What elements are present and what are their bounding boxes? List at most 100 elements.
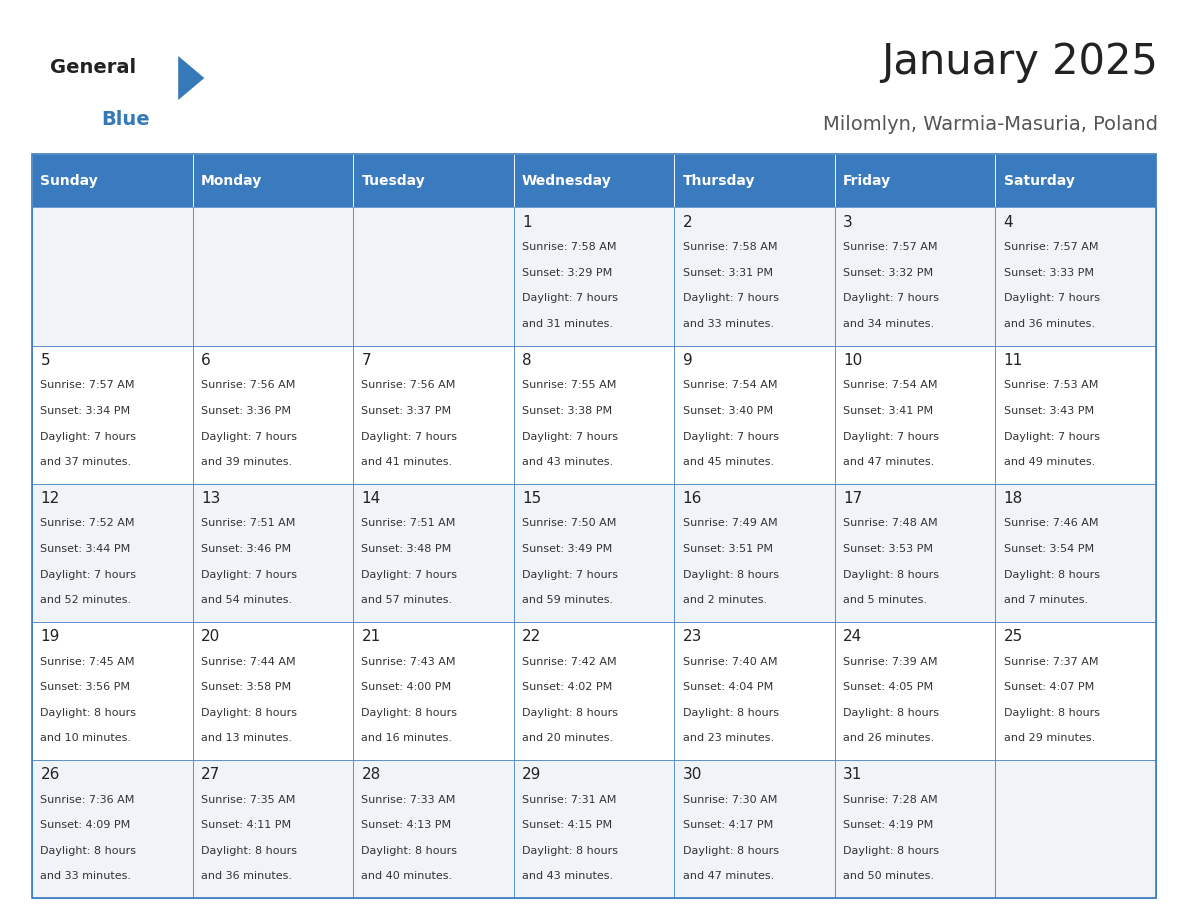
Text: and 16 minutes.: and 16 minutes. [361, 733, 453, 744]
Text: Sunrise: 7:45 AM: Sunrise: 7:45 AM [40, 656, 135, 666]
Text: 31: 31 [843, 767, 862, 782]
Text: 20: 20 [201, 629, 220, 644]
Text: Daylight: 7 hours: Daylight: 7 hours [1004, 431, 1100, 442]
Text: 9: 9 [683, 353, 693, 368]
Text: and 26 minutes.: and 26 minutes. [843, 733, 934, 744]
Text: Sunrise: 7:53 AM: Sunrise: 7:53 AM [1004, 380, 1098, 390]
Text: and 59 minutes.: and 59 minutes. [522, 595, 613, 605]
Text: 28: 28 [361, 767, 380, 782]
Text: Sunrise: 7:58 AM: Sunrise: 7:58 AM [683, 242, 777, 252]
Text: Sunrise: 7:57 AM: Sunrise: 7:57 AM [40, 380, 135, 390]
Text: Daylight: 7 hours: Daylight: 7 hours [1004, 294, 1100, 304]
Text: Sunrise: 7:51 AM: Sunrise: 7:51 AM [201, 519, 296, 529]
Bar [353, 484, 513, 621]
Text: 17: 17 [843, 491, 862, 506]
Bar [32, 207, 192, 345]
Text: 24: 24 [843, 629, 862, 644]
Text: Sunrise: 7:56 AM: Sunrise: 7:56 AM [361, 380, 456, 390]
Text: Blue: Blue [101, 110, 150, 129]
Text: Sunrise: 7:46 AM: Sunrise: 7:46 AM [1004, 519, 1098, 529]
Text: Sunrise: 7:58 AM: Sunrise: 7:58 AM [522, 242, 617, 252]
Text: January 2025: January 2025 [881, 41, 1158, 84]
Text: Thursday: Thursday [683, 174, 756, 188]
Bar [996, 154, 1156, 207]
Bar [353, 207, 513, 345]
Text: Saturday: Saturday [1004, 174, 1075, 188]
Text: 12: 12 [40, 491, 59, 506]
Bar [835, 621, 996, 760]
Text: Daylight: 8 hours: Daylight: 8 hours [40, 845, 137, 856]
Text: Daylight: 7 hours: Daylight: 7 hours [522, 431, 618, 442]
Text: Sunrise: 7:57 AM: Sunrise: 7:57 AM [1004, 242, 1098, 252]
Text: Sunset: 3:38 PM: Sunset: 3:38 PM [522, 406, 612, 416]
Text: Sunrise: 7:31 AM: Sunrise: 7:31 AM [522, 795, 617, 804]
Text: and 2 minutes.: and 2 minutes. [683, 595, 766, 605]
Text: 18: 18 [1004, 491, 1023, 506]
Text: and 40 minutes.: and 40 minutes. [361, 871, 453, 881]
Text: and 34 minutes.: and 34 minutes. [843, 319, 934, 329]
Text: Sunrise: 7:57 AM: Sunrise: 7:57 AM [843, 242, 937, 252]
Text: 11: 11 [1004, 353, 1023, 368]
Text: Sunset: 4:05 PM: Sunset: 4:05 PM [843, 682, 934, 692]
Text: and 47 minutes.: and 47 minutes. [843, 457, 935, 467]
Text: 23: 23 [683, 629, 702, 644]
Text: Sunrise: 7:36 AM: Sunrise: 7:36 AM [40, 795, 134, 804]
Text: Daylight: 7 hours: Daylight: 7 hours [40, 569, 137, 579]
Bar [353, 154, 513, 207]
Text: Daylight: 8 hours: Daylight: 8 hours [522, 708, 618, 718]
Text: Sunset: 3:44 PM: Sunset: 3:44 PM [40, 544, 131, 554]
Text: Sunset: 3:33 PM: Sunset: 3:33 PM [1004, 268, 1094, 278]
Bar [675, 484, 835, 621]
Text: Tuesday: Tuesday [361, 174, 425, 188]
Text: Daylight: 7 hours: Daylight: 7 hours [201, 431, 297, 442]
Bar [996, 760, 1156, 898]
Text: Daylight: 8 hours: Daylight: 8 hours [1004, 569, 1100, 579]
Text: and 10 minutes.: and 10 minutes. [40, 733, 132, 744]
Text: Sunset: 3:41 PM: Sunset: 3:41 PM [843, 406, 934, 416]
Bar [996, 207, 1156, 345]
Bar [675, 621, 835, 760]
Text: Sunrise: 7:44 AM: Sunrise: 7:44 AM [201, 656, 296, 666]
Text: 3: 3 [843, 215, 853, 230]
Text: and 36 minutes.: and 36 minutes. [1004, 319, 1094, 329]
Text: Sunrise: 7:56 AM: Sunrise: 7:56 AM [201, 380, 296, 390]
Text: 15: 15 [522, 491, 542, 506]
Text: and 13 minutes.: and 13 minutes. [201, 733, 292, 744]
Text: Sunset: 4:09 PM: Sunset: 4:09 PM [40, 820, 131, 830]
Text: 29: 29 [522, 767, 542, 782]
Text: and 20 minutes.: and 20 minutes. [522, 733, 613, 744]
Text: Daylight: 7 hours: Daylight: 7 hours [522, 569, 618, 579]
Text: Sunrise: 7:42 AM: Sunrise: 7:42 AM [522, 656, 617, 666]
Bar [675, 345, 835, 484]
Text: Sunset: 3:43 PM: Sunset: 3:43 PM [1004, 406, 1094, 416]
Text: Daylight: 7 hours: Daylight: 7 hours [361, 431, 457, 442]
Text: Sunrise: 7:40 AM: Sunrise: 7:40 AM [683, 656, 777, 666]
Text: Sunset: 3:37 PM: Sunset: 3:37 PM [361, 406, 451, 416]
Bar [996, 484, 1156, 621]
Text: 26: 26 [40, 767, 59, 782]
Text: 5: 5 [40, 353, 50, 368]
Text: Sunset: 3:58 PM: Sunset: 3:58 PM [201, 682, 291, 692]
Bar [32, 154, 1156, 898]
Bar [192, 154, 353, 207]
Bar [513, 621, 675, 760]
Text: Sunset: 3:53 PM: Sunset: 3:53 PM [843, 544, 933, 554]
Text: and 36 minutes.: and 36 minutes. [201, 871, 292, 881]
Bar [996, 621, 1156, 760]
Text: and 45 minutes.: and 45 minutes. [683, 457, 773, 467]
Text: Sunset: 4:19 PM: Sunset: 4:19 PM [843, 820, 934, 830]
Text: 8: 8 [522, 353, 532, 368]
Text: Daylight: 8 hours: Daylight: 8 hours [843, 845, 940, 856]
Text: Sunrise: 7:28 AM: Sunrise: 7:28 AM [843, 795, 937, 804]
Text: Sunset: 3:34 PM: Sunset: 3:34 PM [40, 406, 131, 416]
Bar [513, 484, 675, 621]
Text: Sunrise: 7:51 AM: Sunrise: 7:51 AM [361, 519, 456, 529]
Bar [32, 760, 192, 898]
Text: 7: 7 [361, 353, 371, 368]
Text: Sunrise: 7:54 AM: Sunrise: 7:54 AM [683, 380, 777, 390]
Polygon shape [178, 56, 204, 100]
Text: 27: 27 [201, 767, 220, 782]
Text: Daylight: 8 hours: Daylight: 8 hours [843, 708, 940, 718]
Text: and 49 minutes.: and 49 minutes. [1004, 457, 1095, 467]
Text: and 54 minutes.: and 54 minutes. [201, 595, 292, 605]
